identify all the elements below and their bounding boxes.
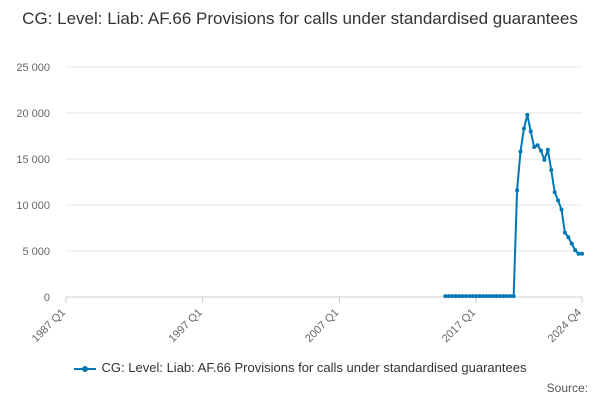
y-tick-label: 25 000: [16, 62, 50, 74]
data-point[interactable]: [549, 168, 554, 173]
x-tick-label: 1997 Q1: [166, 307, 204, 345]
data-point[interactable]: [559, 207, 564, 212]
data-point[interactable]: [474, 294, 479, 299]
chart-title: CG: Level: Liab: AF.66 Provisions for ca…: [22, 9, 578, 28]
data-point[interactable]: [528, 129, 533, 134]
data-point[interactable]: [508, 294, 513, 299]
data-point[interactable]: [556, 198, 561, 203]
data-point[interactable]: [460, 294, 465, 299]
data-point[interactable]: [497, 294, 502, 299]
y-tick-label: 10 000: [16, 200, 50, 212]
x-tick-label: 2007 Q1: [303, 307, 341, 345]
data-point[interactable]: [463, 294, 468, 299]
x-tick-label: 2017 Q1: [440, 307, 478, 345]
data-point[interactable]: [443, 294, 448, 299]
data-point[interactable]: [573, 248, 578, 253]
legend[interactable]: CG: Level: Liab: AF.66 Provisions for ca…: [0, 360, 600, 375]
y-tick-label: 20 000: [16, 108, 50, 120]
data-point[interactable]: [501, 294, 506, 299]
data-point[interactable]: [535, 143, 540, 148]
data-point[interactable]: [450, 294, 455, 299]
data-point[interactable]: [456, 294, 461, 299]
data-point[interactable]: [518, 149, 523, 154]
data-point[interactable]: [494, 294, 499, 299]
data-point[interactable]: [532, 145, 537, 150]
data-point[interactable]: [504, 294, 509, 299]
source-label: Source:: [546, 381, 588, 395]
data-point[interactable]: [480, 294, 485, 299]
x-tick-label: 2024 Q4: [546, 307, 584, 345]
data-point[interactable]: [576, 251, 581, 256]
data-point[interactable]: [484, 294, 489, 299]
data-point[interactable]: [446, 294, 451, 299]
data-point[interactable]: [487, 294, 492, 299]
data-point[interactable]: [538, 148, 543, 153]
legend-label: CG: Level: Liab: AF.66 Provisions for ca…: [101, 360, 527, 375]
data-point[interactable]: [511, 294, 516, 299]
data-point[interactable]: [566, 235, 571, 240]
data-point[interactable]: [453, 294, 458, 299]
data-point[interactable]: [542, 157, 547, 162]
x-tick-label: 1987 Q1: [30, 307, 68, 345]
data-point[interactable]: [521, 126, 526, 131]
data-point[interactable]: [470, 294, 475, 299]
data-point[interactable]: [525, 112, 530, 117]
data-point[interactable]: [515, 188, 520, 193]
y-tick-label: 5 000: [22, 246, 50, 258]
y-tick-label: 0: [44, 292, 50, 304]
data-point[interactable]: [491, 294, 496, 299]
legend-swatch: [73, 364, 96, 374]
data-point[interactable]: [477, 294, 482, 299]
data-point[interactable]: [467, 294, 472, 299]
data-point[interactable]: [580, 251, 584, 256]
y-tick-label: 15 000: [16, 154, 50, 166]
data-point[interactable]: [545, 147, 550, 152]
data-point[interactable]: [552, 190, 557, 195]
data-point[interactable]: [562, 230, 567, 235]
data-point[interactable]: [569, 241, 574, 246]
